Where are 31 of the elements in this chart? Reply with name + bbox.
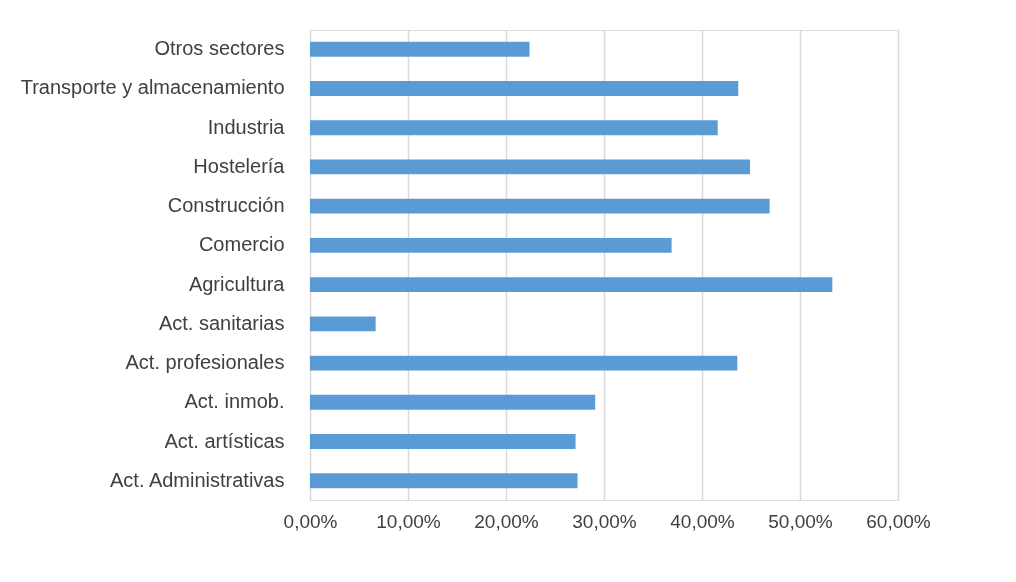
bar: [310, 316, 376, 332]
y-tick-label: Otros sectores: [154, 37, 285, 60]
y-tick-label: Act. artísticas: [164, 429, 285, 452]
bar: [310, 355, 738, 371]
x-tick-label: 50,00%: [768, 510, 833, 532]
y-tick-label: Comercio: [198, 233, 285, 256]
bar: [310, 81, 739, 96]
bar: [310, 473, 578, 489]
x-tick-label: 0,00%: [283, 510, 338, 532]
y-tick-label: Act. inmob.: [184, 390, 285, 413]
y-tick-label: Industria: [207, 115, 286, 138]
bar: [310, 394, 596, 410]
x-tick-label: 40,00%: [670, 510, 735, 532]
bar: [310, 434, 576, 449]
bar: [310, 237, 672, 253]
x-tick-label: 20,00%: [474, 510, 539, 532]
bar: [310, 159, 751, 175]
bar: [310, 120, 718, 136]
x-tick-label: 10,00%: [376, 510, 441, 532]
bar: [310, 198, 770, 214]
y-tick-label: Construcción: [167, 194, 285, 217]
y-tick-label: Transporte y almacenamiento: [20, 76, 285, 99]
x-tick-label: 60,00%: [866, 510, 931, 532]
x-tick-label: 30,00%: [572, 510, 637, 532]
y-tick-label: Agricultura: [188, 272, 286, 295]
y-tick-label: Act. Administrativas: [109, 468, 285, 491]
bar: [310, 277, 833, 293]
y-tick-label: Hostelería: [193, 154, 286, 177]
y-tick-label: Act. sanitarias: [158, 311, 285, 334]
bar: [310, 41, 530, 57]
y-tick-label: Act. profesionales: [125, 351, 285, 374]
